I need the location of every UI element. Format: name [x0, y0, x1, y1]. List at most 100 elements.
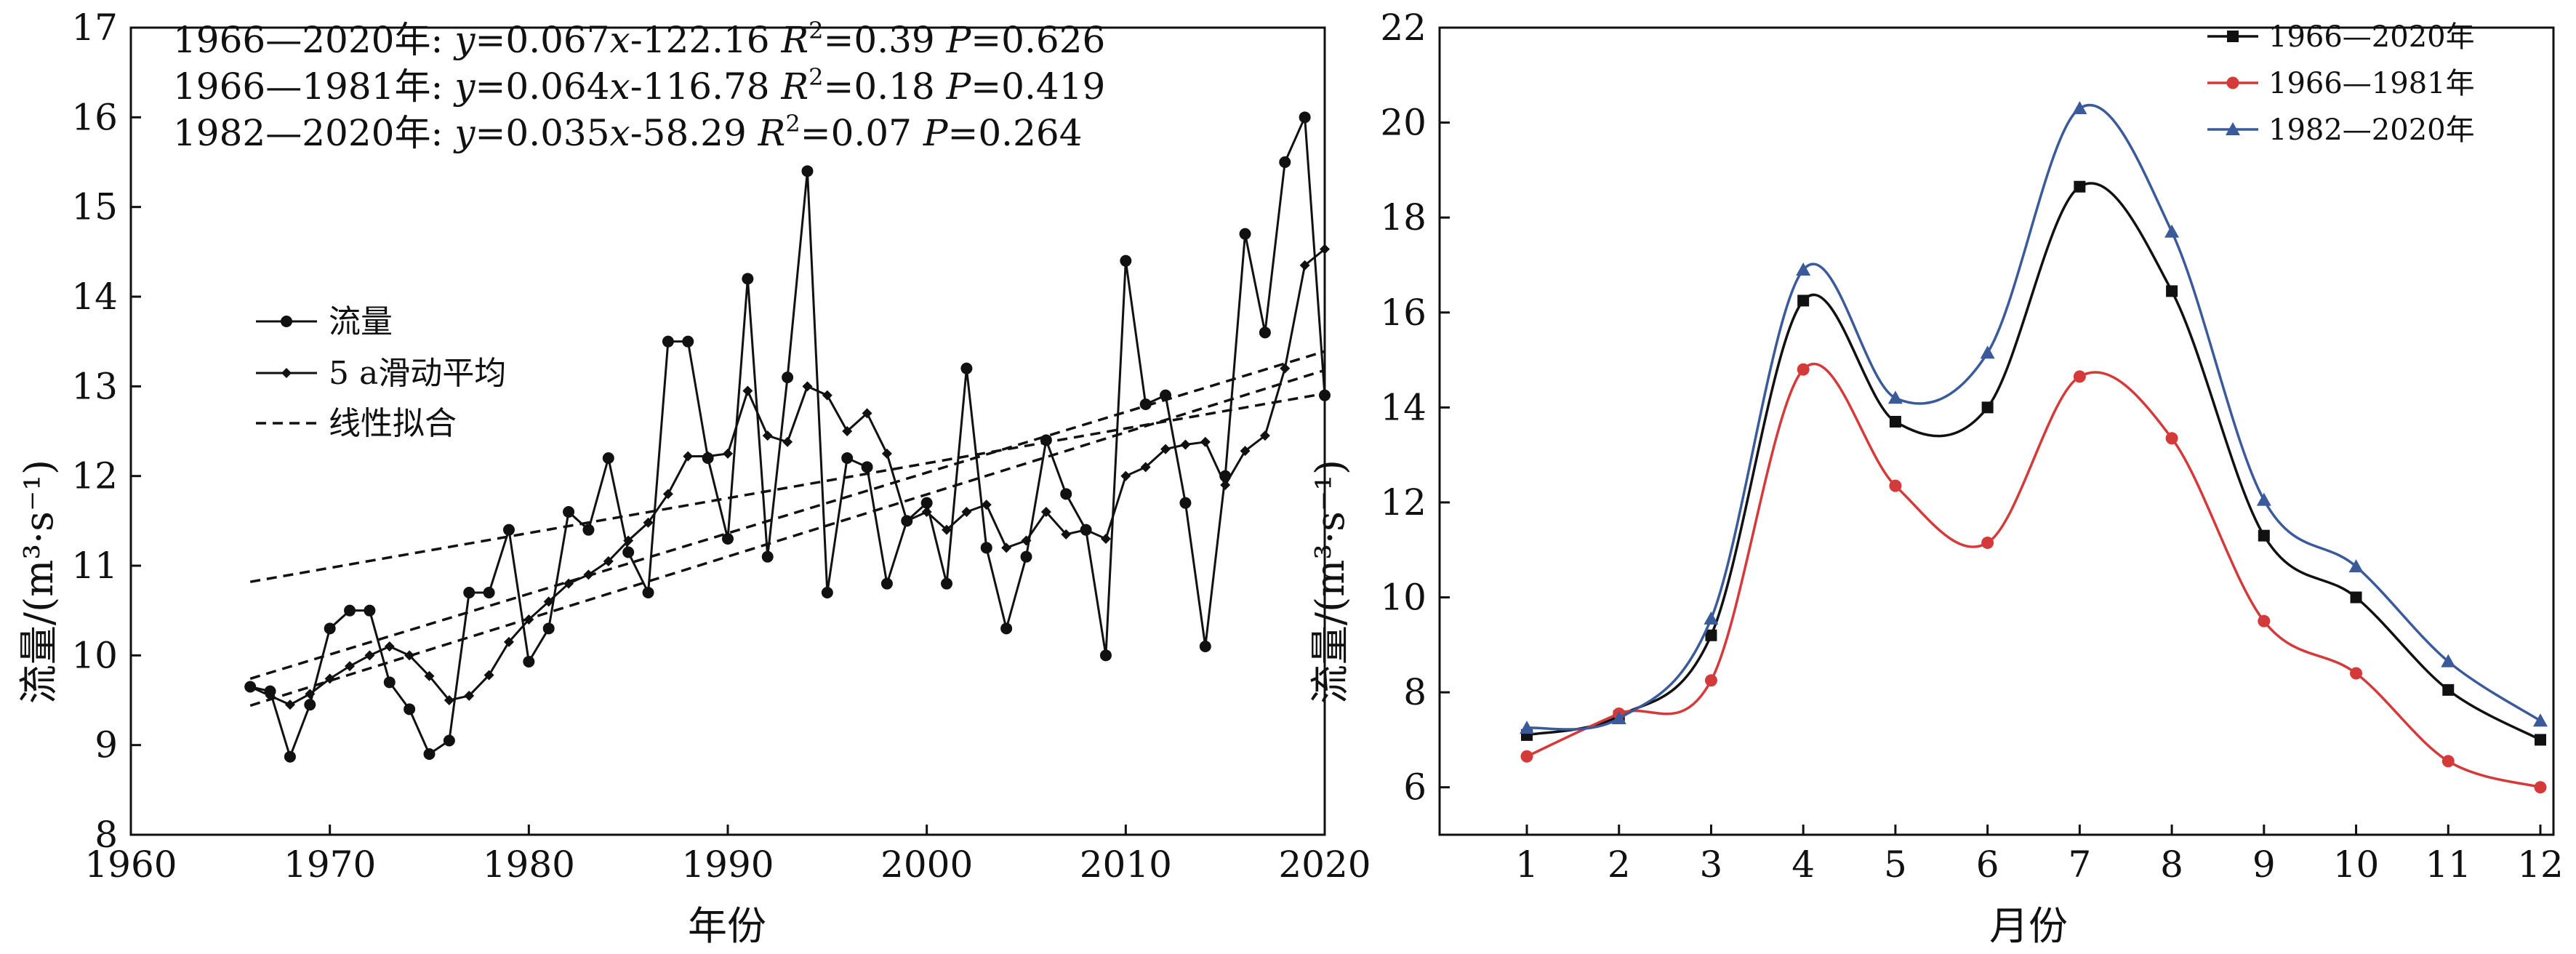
flow-point — [662, 335, 674, 348]
equation-part: y — [453, 19, 476, 61]
flow-point — [563, 506, 575, 518]
moving-average-point — [1280, 363, 1291, 374]
left-y-tick-label: 14 — [71, 276, 118, 318]
moving-average-point — [623, 535, 634, 546]
equation-part: -58.29 — [630, 112, 758, 154]
flow-point — [1259, 326, 1271, 339]
series-point — [2164, 224, 2180, 238]
flow-point — [642, 587, 654, 598]
moving-average-point — [384, 641, 395, 652]
moving-average-point — [345, 661, 356, 672]
moving-average-point — [723, 448, 733, 459]
moving-average-point — [265, 690, 276, 701]
left-y-axis-label: 流量/(m³·s⁻¹) — [16, 460, 62, 704]
equation-line: 1966—1981年: y=0.064x-116.78 R2=0.18 P=0.… — [173, 63, 1105, 108]
series-point — [1796, 262, 1811, 276]
flow-point — [443, 734, 455, 747]
equation-part: 2 — [808, 17, 823, 44]
moving-average-point — [464, 690, 475, 701]
equation-part: R — [758, 112, 786, 154]
flow-point — [1299, 111, 1311, 124]
flow-point — [1160, 389, 1172, 401]
right-y-tick-label: 14 — [1380, 386, 1427, 428]
right-x-tick-label: 9 — [2252, 843, 2276, 886]
series-point — [1889, 479, 1902, 492]
equation-part: -122.16 — [630, 19, 782, 61]
flow-point — [344, 604, 356, 617]
left-x-tick-label: 1970 — [284, 843, 376, 886]
legend-marker — [281, 316, 292, 327]
series-line — [1526, 362, 2541, 789]
series-point — [1980, 345, 1995, 359]
moving-average-point — [503, 636, 514, 647]
series-point — [1611, 711, 1626, 725]
right-x-tick-label: 4 — [1791, 843, 1815, 886]
series-point — [2350, 667, 2363, 680]
left-y-tick-label: 8 — [95, 814, 118, 856]
equation-part: 1966—1981年: — [173, 65, 454, 108]
right-y-tick-label: 6 — [1403, 766, 1427, 809]
flow-point — [980, 542, 992, 554]
moving-average-point — [902, 516, 912, 526]
legend-marker — [2227, 31, 2239, 42]
right-x-tick-label: 5 — [1884, 843, 1907, 886]
equation-part: =0.064 — [475, 65, 609, 108]
moving-average-point — [1061, 529, 1072, 540]
series-point — [1704, 674, 1717, 687]
flow-point — [1060, 488, 1072, 500]
flow-point — [722, 533, 734, 545]
right-legend-item: 1966—1981年 — [2207, 67, 2475, 100]
right-y-tick-label: 20 — [1380, 102, 1427, 144]
equation-part: =0.035 — [475, 112, 609, 154]
moving-average-point — [1160, 444, 1171, 454]
right-x-tick-label: 1 — [1515, 843, 1538, 886]
moving-average-point — [961, 507, 972, 517]
moving-average-point — [1040, 507, 1051, 517]
flow-point — [463, 587, 476, 598]
series-point — [2441, 654, 2456, 668]
equation-part: =0.067 — [475, 19, 609, 61]
series-point — [2535, 734, 2546, 746]
right-x-axis-label: 月份 — [1989, 903, 2068, 949]
right-plot-frame — [1438, 26, 2555, 836]
series-point — [2073, 370, 2086, 383]
series-point — [2258, 614, 2271, 628]
equation-part: =0.626 — [971, 19, 1105, 61]
flow-point — [324, 622, 336, 635]
left-y-tick-label: 17 — [71, 7, 118, 49]
left-x-tick-label: 2020 — [1278, 843, 1371, 886]
flow-point — [941, 577, 953, 590]
flow-point — [383, 676, 396, 689]
moving-average-point — [284, 700, 295, 710]
series-point — [2165, 432, 2178, 445]
flow-point — [1000, 622, 1013, 635]
series-point — [2256, 492, 2271, 506]
equation-part: R — [780, 65, 808, 108]
moving-average-point — [762, 430, 773, 441]
left-y-tick-label: 15 — [71, 186, 118, 228]
equation-part: =0.264 — [947, 112, 1082, 154]
flow-point — [542, 622, 555, 635]
flow-point — [423, 748, 436, 760]
moving-average-point — [881, 448, 892, 459]
left-y-tick-label: 9 — [95, 724, 118, 766]
flow-point — [1020, 550, 1032, 563]
moving-average-line — [249, 248, 1325, 706]
left-chart: 1960 1970 1980 1990 2000 2010 2020 8 9 10 11 12 13 14… — [16, 7, 1371, 949]
right-x-tick-label: 3 — [1700, 843, 1723, 886]
left-x-tick-label: 1980 — [483, 843, 575, 886]
moving-average-point — [603, 556, 614, 566]
right-x-tick-label: 10 — [2333, 843, 2380, 886]
flow-point — [622, 546, 635, 558]
left-y-tick-label: 12 — [71, 455, 118, 497]
series-point — [1704, 611, 1719, 625]
legend-label: 线性拟合 — [329, 405, 457, 442]
moving-average-point — [1021, 535, 1032, 546]
moving-average-point — [1080, 524, 1091, 535]
flow-point — [284, 750, 296, 763]
moving-average-point — [1120, 470, 1131, 481]
equation-part: =0.39 — [824, 19, 947, 61]
left-y-tick-label: 16 — [71, 96, 118, 138]
